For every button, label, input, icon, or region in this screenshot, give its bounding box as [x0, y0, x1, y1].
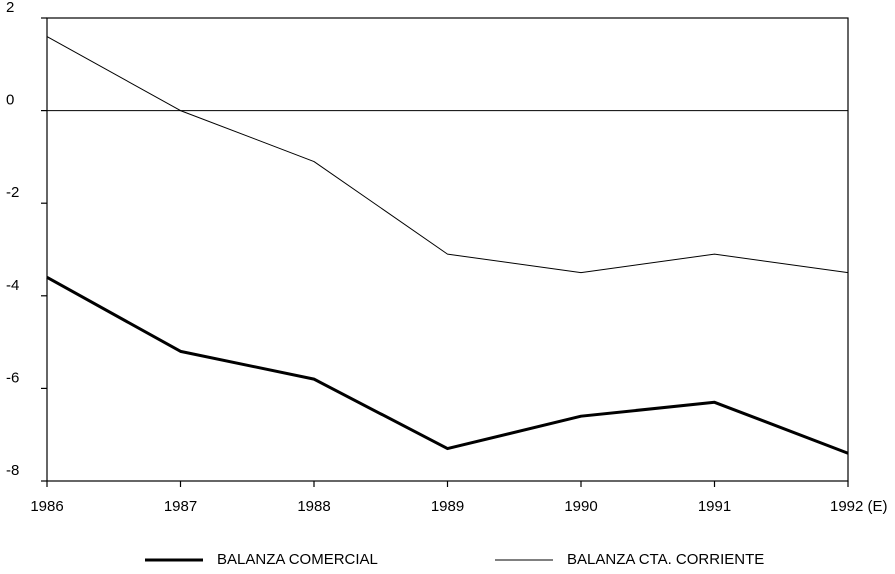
series-line	[46, 275, 849, 455]
x-tick-label: 1992 (E)	[830, 498, 888, 515]
y-tick-label: -6	[6, 369, 19, 386]
x-tick-label: 1990	[564, 498, 597, 515]
y-tick-label: -4	[6, 277, 19, 294]
series-line	[46, 36, 849, 274]
legend-label: BALANZA COMERCIAL	[217, 551, 378, 568]
x-tick-label: 1987	[164, 498, 197, 515]
y-tick-label: 2	[6, 0, 14, 16]
x-tick-label: 1989	[431, 498, 464, 515]
plot-frame	[46, 17, 849, 482]
y-tick-label: -8	[6, 462, 19, 479]
x-tick-label: 1988	[297, 498, 330, 515]
y-tick-label: 0	[6, 92, 14, 109]
y-tick-label: -2	[6, 184, 19, 201]
legend-label: BALANZA CTA. CORRIENTE	[567, 551, 764, 568]
x-tick-label: 1991	[698, 498, 731, 515]
x-tick-label: 1986	[30, 498, 63, 515]
